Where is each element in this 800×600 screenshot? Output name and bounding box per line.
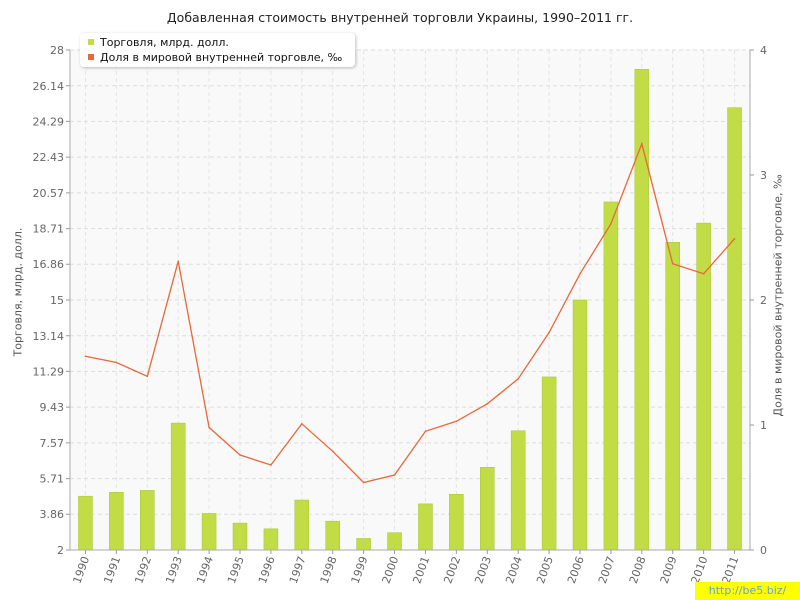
y-tick-label: 5.71	[40, 473, 65, 486]
x-tick-label: 1990	[70, 555, 92, 586]
bar	[232, 522, 248, 551]
x-tick-label: 1992	[132, 555, 154, 586]
bar	[541, 376, 557, 551]
y-tick-label: 26.14	[33, 80, 65, 93]
line-point	[362, 481, 365, 484]
bar	[170, 422, 186, 551]
line-point	[733, 237, 736, 240]
x-tick-label: 2007	[596, 555, 618, 586]
line-point	[641, 142, 643, 145]
line-point	[702, 272, 705, 275]
y-tick-label: 13.14	[33, 330, 65, 343]
x-tick-label: 1991	[101, 555, 123, 586]
legend-swatch-trade	[88, 39, 94, 45]
y-tick-label: 9.43	[40, 401, 65, 414]
x-tick-label: 1993	[163, 555, 185, 586]
line-point	[239, 454, 241, 456]
line-point	[486, 402, 489, 405]
chart-title: Добавленная стоимость внутренней торговл…	[166, 10, 634, 25]
x-tick-label: 2011	[720, 555, 742, 586]
y-tick-label: 20.57	[33, 187, 65, 200]
line-point	[301, 422, 303, 425]
y-tick-label: 22.43	[33, 151, 65, 164]
bar	[418, 503, 433, 551]
x-tick-label: 2002	[441, 555, 463, 586]
bar	[480, 467, 495, 551]
legend-item-trade: Торговля, млрд. долл.	[88, 36, 229, 50]
bar	[449, 493, 464, 551]
y-tick-label: 7.57	[40, 437, 65, 450]
y-right-tick-label: 2	[760, 294, 767, 307]
y-tick-label: 3.86	[40, 508, 65, 521]
y-right-tick-label: 3	[760, 169, 767, 182]
bar	[263, 528, 279, 551]
x-tick-label: 2003	[472, 555, 494, 586]
y-axis-label-left: Торговля, млрд. долл.	[11, 227, 25, 357]
bar	[201, 513, 217, 551]
y-axis-label-right: Доля в мировой внутренней торговле, ‰	[771, 174, 785, 417]
line-point	[270, 464, 272, 466]
bar	[634, 68, 650, 551]
legend: Торговля, млрд. долл. Доля в мировой вну…	[80, 33, 355, 67]
legend-swatch-share	[88, 54, 94, 60]
bar	[325, 520, 340, 551]
x-tick-label: 1997	[287, 555, 309, 586]
x-tick-label: 2000	[380, 555, 402, 586]
line-point	[331, 450, 334, 453]
line-point	[455, 420, 458, 423]
y-tick-label: 11.29	[33, 365, 65, 378]
watermark: http://be5.biz/	[695, 582, 800, 600]
legend-label-trade: Торговля, млрд. долл.	[100, 36, 229, 49]
line-point	[393, 474, 396, 476]
line-point	[84, 355, 87, 358]
x-tick-label: 2008	[627, 555, 649, 586]
line-point	[517, 377, 519, 380]
y-tick-label: 24.29	[33, 115, 65, 128]
y-tick-label: 2	[57, 544, 64, 557]
bar	[387, 532, 402, 551]
line-point	[671, 262, 674, 265]
bar	[510, 430, 526, 551]
y-tick-label: 18.71	[33, 223, 65, 236]
x-tick-label: 2005	[534, 555, 556, 586]
x-tick-label: 2006	[565, 555, 587, 586]
line-point	[115, 361, 118, 364]
series-line-share	[85, 141, 735, 484]
x-tick-label: 1996	[256, 555, 278, 586]
bar	[727, 107, 742, 551]
line-point	[146, 375, 149, 378]
x-tick-label: 2009	[658, 555, 680, 586]
bar	[78, 495, 93, 551]
x-tick-label: 1994	[194, 555, 216, 586]
legend-label-share: Доля в мировой внутренней торговле, ‰	[100, 51, 343, 64]
x-tick-label: 1998	[318, 555, 340, 586]
line-point	[610, 222, 612, 225]
bar	[140, 490, 155, 551]
bar	[109, 492, 124, 551]
line-point	[208, 426, 210, 429]
bar	[603, 201, 619, 551]
line-point	[579, 272, 581, 275]
x-tick-label: 2010	[689, 555, 711, 586]
y-tick-label: 28	[50, 44, 64, 57]
y-tick-label: 16.86	[33, 258, 65, 271]
legend-item-share: Доля в мировой внутренней торговле, ‰	[88, 51, 342, 65]
x-tick-label: 1995	[225, 555, 247, 586]
x-tick-label: 2004	[503, 555, 525, 586]
line-point	[548, 331, 550, 334]
y-right-tick-label: 4	[760, 44, 767, 57]
bar	[356, 538, 371, 551]
line-point	[177, 260, 179, 263]
line-point	[424, 430, 427, 433]
x-tick-label: 2001	[410, 555, 432, 586]
bar	[665, 242, 680, 551]
y-tick-label: 15	[50, 294, 64, 307]
bar	[572, 299, 588, 551]
x-tick-label: 1999	[349, 555, 371, 586]
y-right-tick-label: 0	[760, 544, 767, 557]
bar	[294, 499, 310, 551]
y-right-tick-label: 1	[760, 419, 767, 432]
